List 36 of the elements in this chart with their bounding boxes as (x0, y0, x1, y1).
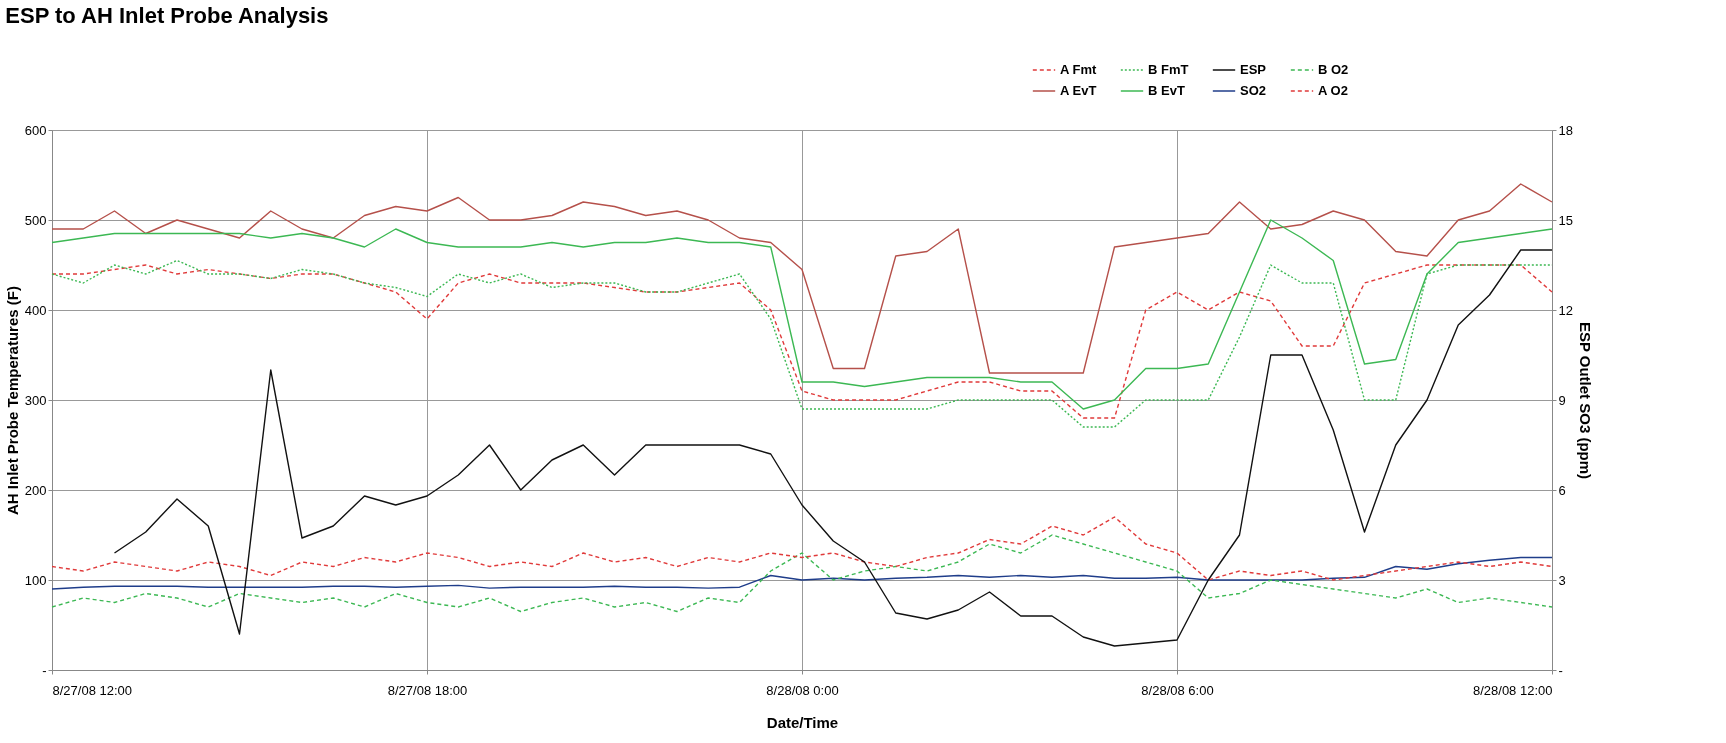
legend-label: ESP (1240, 62, 1267, 77)
line-series (51, 534, 1553, 613)
line-series (51, 183, 1553, 374)
legend-label: A O2 (1318, 83, 1348, 98)
x-tick-label: 8/27/08 18:00 (387, 682, 468, 698)
y-tick-label: 600 (24, 122, 47, 138)
x-tick-label: 8/28/08 0:00 (766, 682, 839, 698)
chart-title: ESP to AH Inlet Probe Analysis (5, 3, 329, 28)
legend-label: B O2 (1318, 62, 1349, 77)
y-tick-label: 300 (24, 392, 47, 408)
line-series (51, 516, 1553, 581)
y-tick-label: 400 (24, 302, 47, 318)
y-axis-title: AH Inlet Probe Temperatures (F) (3, 286, 21, 515)
line-series (51, 556, 1553, 590)
legend-label: B FmT (1148, 62, 1189, 77)
y-tick-label: - (42, 662, 47, 678)
y-tick-label: 100 (24, 572, 47, 588)
y2-axis-title: ESP Outlet SO3 (ppm) (1576, 321, 1594, 480)
legend-label: B EvT (1148, 83, 1185, 98)
y2-tick-label: 9 (1558, 392, 1566, 408)
y2-tick-label: - (1558, 662, 1563, 678)
x-tick-label: 8/27/08 12:00 (52, 682, 133, 698)
y-tick-label: 500 (24, 212, 47, 228)
x-tick-label: 8/28/08 6:00 (1141, 682, 1214, 698)
x-axis-title: Date/Time (766, 713, 839, 731)
legend-label: SO2 (1240, 83, 1267, 98)
y2-tick-label: 3 (1558, 572, 1566, 588)
x-tick-label: 8/28/08 12:00 (1472, 682, 1553, 698)
y2-tick-label: 6 (1558, 482, 1566, 498)
y2-tick-label: 15 (1558, 212, 1573, 228)
y2-tick-label: 18 (1558, 122, 1573, 138)
y-tick-label: 200 (24, 482, 47, 498)
legend-label: A EvT (1060, 83, 1097, 98)
line-series (113, 249, 1553, 647)
legend-label: A Fmt (1060, 62, 1098, 77)
y2-tick-label: 12 (1558, 302, 1573, 318)
